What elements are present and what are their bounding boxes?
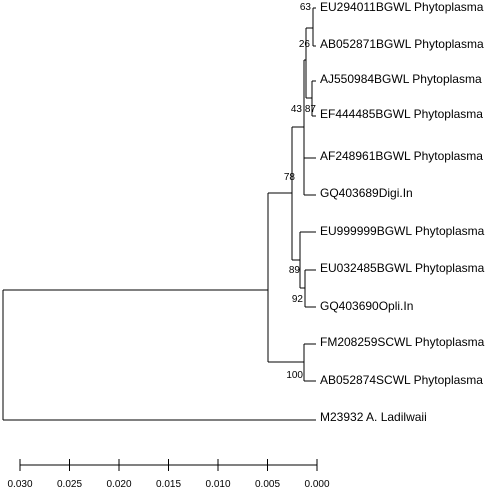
scale-tick-label: 0.010 bbox=[205, 479, 230, 490]
leaf-label: EF444485BGWL Phytoplasma bbox=[320, 107, 483, 121]
leaf-label: EU294011BGWL Phytoplasma bbox=[320, 0, 484, 14]
tree-branches bbox=[2, 7, 316, 421]
scale-ticks bbox=[19, 459, 318, 471]
scale-axis: 0.030 0.025 0.020 0.015 0.010 0.005 0.00… bbox=[7, 459, 330, 490]
bootstrap-label: 100 bbox=[286, 370, 303, 381]
leaf-label: AB052871BGWL Phytoplasma bbox=[320, 37, 484, 51]
bootstrap-labels: 63 26 87 43 78 89 92 100 bbox=[284, 2, 317, 381]
leaf-labels: EU294011BGWL Phytoplasma AB052871BGWL Ph… bbox=[320, 0, 485, 424]
leaf-label: EU999999BGWL Phytoplasma bbox=[320, 224, 485, 238]
scale-tick-label: 0.030 bbox=[7, 479, 32, 490]
leaf-label: AJ550984BGWL Phytoplasma bbox=[320, 72, 482, 86]
leaf-label: EU032485BGWL Phytoplasma bbox=[320, 261, 485, 275]
leaf-label: AF248961BGWL Phytoplasma bbox=[320, 149, 483, 163]
bootstrap-label: 78 bbox=[284, 172, 296, 183]
leaf-label: GQ403689Digi.In bbox=[320, 186, 413, 200]
bootstrap-label: 89 bbox=[289, 265, 301, 276]
leaf-label: M23932 A. Ladilwaii bbox=[320, 410, 427, 424]
scale-tick-label: 0.000 bbox=[304, 479, 329, 490]
leaf-label: AB052874SCWL Phytoplasma bbox=[320, 373, 483, 387]
bootstrap-label: 43 bbox=[291, 104, 303, 115]
bootstrap-label: 87 bbox=[305, 104, 317, 115]
scale-tick-label: 0.020 bbox=[106, 479, 131, 490]
leaf-label: FM208259SCWL Phytoplasma bbox=[320, 335, 485, 349]
bootstrap-label: 63 bbox=[300, 2, 312, 13]
scale-tick-label: 0.005 bbox=[255, 479, 280, 490]
bootstrap-label: 26 bbox=[299, 39, 311, 50]
scale-tick-label: 0.025 bbox=[57, 479, 82, 490]
scale-tick-label: 0.015 bbox=[156, 479, 181, 490]
leaf-label: GQ403690Opli.In bbox=[320, 299, 413, 313]
bootstrap-label: 92 bbox=[292, 294, 304, 305]
